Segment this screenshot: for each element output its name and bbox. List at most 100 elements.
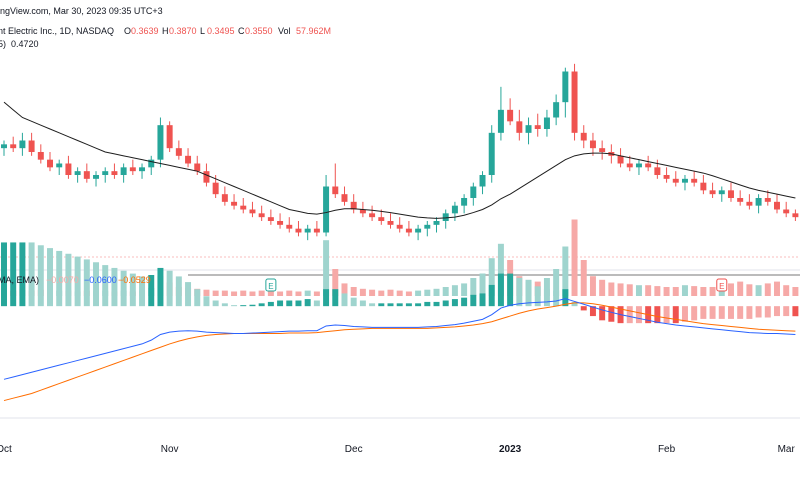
volume-bar — [203, 289, 210, 296]
candle-body — [185, 155, 192, 164]
candle-body — [28, 140, 35, 152]
macd-hist-bar — [507, 273, 514, 307]
macd-hist-bar — [635, 306, 642, 324]
macd-hist-bar — [774, 306, 780, 317]
candle-body — [700, 182, 707, 191]
candlestick-series[interactable] — [1, 63, 799, 241]
volume-bar — [681, 285, 688, 296]
macd-hist-bar — [83, 259, 90, 307]
volume-bar — [672, 287, 679, 296]
candle-body — [166, 125, 173, 149]
candle-body — [74, 171, 81, 175]
ohlc-key: C — [238, 26, 245, 36]
macd-hist-bar — [580, 306, 587, 311]
candle-body — [635, 163, 642, 168]
volume-bar — [332, 269, 339, 296]
candle-body — [691, 178, 698, 183]
moving-average-line — [3, 101, 796, 219]
candle-body — [617, 155, 624, 164]
macd-hist-bar — [378, 303, 385, 307]
macd-hist-bar — [599, 306, 606, 321]
x-tick-label: Mar — [778, 444, 796, 455]
volume-bar — [405, 291, 412, 296]
macd-hist-bar — [129, 273, 136, 307]
volume-bar — [635, 285, 642, 296]
macd-hist-bar — [74, 256, 81, 307]
macd-hist-bar — [166, 270, 173, 307]
volume-bar — [654, 286, 661, 296]
volume-bar — [304, 290, 311, 296]
candle-body — [497, 109, 504, 133]
macd-hist-bar — [359, 300, 366, 307]
candle-body — [626, 163, 633, 168]
volume-bar — [746, 284, 753, 296]
candle-body — [433, 221, 440, 225]
candle-body — [783, 209, 790, 214]
earnings-marker[interactable]: E — [265, 278, 277, 292]
volume-bar — [415, 290, 422, 296]
macd-legend-macd: −0.0600 — [84, 275, 117, 285]
macd-hist-bar — [451, 299, 458, 307]
volume-bar — [267, 291, 274, 296]
candle-body — [332, 186, 339, 195]
candle-body — [727, 190, 734, 198]
x-tick-label: 2023 — [499, 444, 522, 455]
signal-line — [3, 302, 796, 402]
candle-body — [461, 198, 468, 206]
volume-bar — [589, 276, 596, 296]
macd-hist-bar — [341, 293, 348, 307]
volume-bar — [461, 283, 468, 296]
macd-hist-bar — [203, 296, 210, 307]
volume-bar — [221, 290, 228, 296]
volume-bar — [240, 290, 247, 296]
volume-bar — [396, 290, 403, 296]
macd-hist-bar — [442, 300, 449, 307]
volume-bar — [645, 285, 652, 296]
macd-hist-bar — [479, 293, 486, 307]
candle-body — [194, 163, 201, 172]
volume-bar — [783, 285, 790, 296]
candle-body — [764, 198, 771, 202]
macd-hist-bar — [746, 306, 753, 319]
earnings-marker[interactable]: E — [716, 278, 728, 292]
macd-hist-bar — [709, 306, 716, 319]
volume-key: Vol — [278, 26, 291, 36]
candle-body — [148, 159, 155, 168]
candle-body — [737, 198, 744, 202]
candle-body — [709, 190, 716, 195]
candle-body — [589, 140, 596, 149]
macd-hist-bar — [37, 245, 44, 307]
macd-hist-bar — [10, 242, 17, 307]
macd-hist-bar — [139, 276, 146, 307]
macd-hist-bar — [663, 306, 670, 324]
ma-legend-label: 5) — [0, 39, 6, 49]
ohlc-key: H — [162, 26, 169, 36]
volume-bar — [295, 291, 302, 296]
candle-body — [111, 171, 118, 175]
macd-hist-bar — [792, 306, 799, 317]
candle-body — [525, 125, 532, 133]
candle-body — [672, 178, 679, 183]
macd-hist-bar — [277, 300, 284, 307]
volume-bar — [580, 260, 587, 296]
candle-body — [1, 144, 7, 149]
candle-body — [295, 228, 302, 233]
macd-hist-bar — [737, 306, 744, 319]
macd-hist-bar — [19, 242, 26, 307]
candle-body — [424, 224, 431, 229]
macd-hist-bar — [28, 242, 35, 307]
volume-bar — [488, 258, 495, 296]
macd-hist-bar — [608, 306, 615, 322]
volume-bar — [424, 289, 431, 296]
candle-body — [129, 167, 136, 172]
chart-source: ingView.com, Mar 30, 2023 09:35 UTC+3 — [0, 6, 163, 16]
candle-body — [553, 102, 560, 118]
macd-hist-bar — [267, 301, 274, 307]
macd-hist-bar — [332, 289, 339, 307]
macd-hist-bar — [93, 262, 100, 307]
macd-hist-bar — [185, 282, 192, 307]
volume-value: 57.962M — [296, 26, 331, 36]
ohlc-value: 0.3495 — [207, 26, 235, 36]
